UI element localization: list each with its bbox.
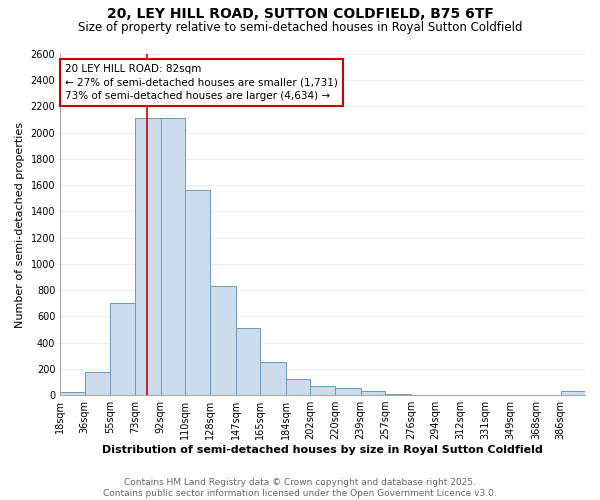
Text: Size of property relative to semi-detached houses in Royal Sutton Coldfield: Size of property relative to semi-detach… [78,21,522,34]
Text: 20, LEY HILL ROAD, SUTTON COLDFIELD, B75 6TF: 20, LEY HILL ROAD, SUTTON COLDFIELD, B75… [107,8,493,22]
Bar [310,386,335,395]
Bar [210,286,236,395]
Bar [135,118,161,395]
Text: 20 LEY HILL ROAD: 82sqm
← 27% of semi-detached houses are smaller (1,731)
73% of: 20 LEY HILL ROAD: 82sqm ← 27% of semi-de… [65,64,338,100]
Bar [286,378,310,395]
Bar [110,304,135,395]
Bar [335,388,361,395]
Text: Contains HM Land Registry data © Crown copyright and database right 2025.
Contai: Contains HM Land Registry data © Crown c… [103,478,497,498]
Y-axis label: Number of semi-detached properties: Number of semi-detached properties [15,122,25,328]
Bar [161,118,185,395]
Bar [85,372,110,395]
Bar [260,362,286,395]
Bar [385,394,411,395]
X-axis label: Distribution of semi-detached houses by size in Royal Sutton Coldfield: Distribution of semi-detached houses by … [102,445,543,455]
Bar [361,391,385,395]
Bar [560,391,585,395]
Bar [185,190,210,395]
Bar [60,392,85,395]
Bar [236,328,260,395]
